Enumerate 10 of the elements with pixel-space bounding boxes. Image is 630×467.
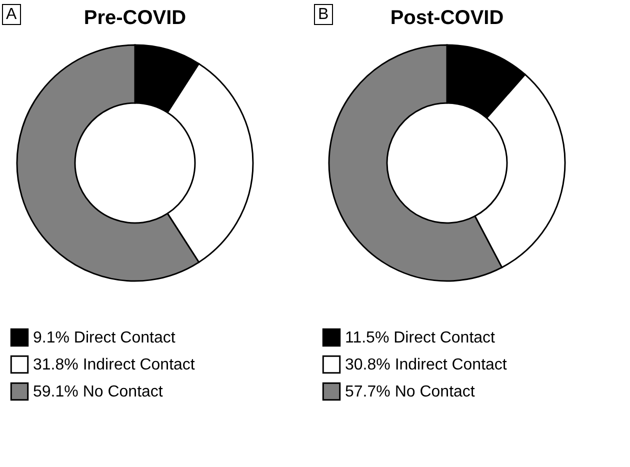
text: B [314,4,333,25]
legend-label: 57.7% No Contact [345,384,476,400]
chart-title: Pre-COVID [84,7,186,29]
legend-label: 59.1% No Contact [33,384,164,400]
legend-label: 9.1% Direct Contact [33,330,176,346]
chart-title: Post-COVID [390,7,504,29]
legend-label: 31.8% Indirect Contact [33,356,196,374]
legend-label: 30.8% Indirect Contact [345,356,508,374]
legend-label: 11.5% Direct Contact [345,330,496,346]
text: A [2,4,21,25]
